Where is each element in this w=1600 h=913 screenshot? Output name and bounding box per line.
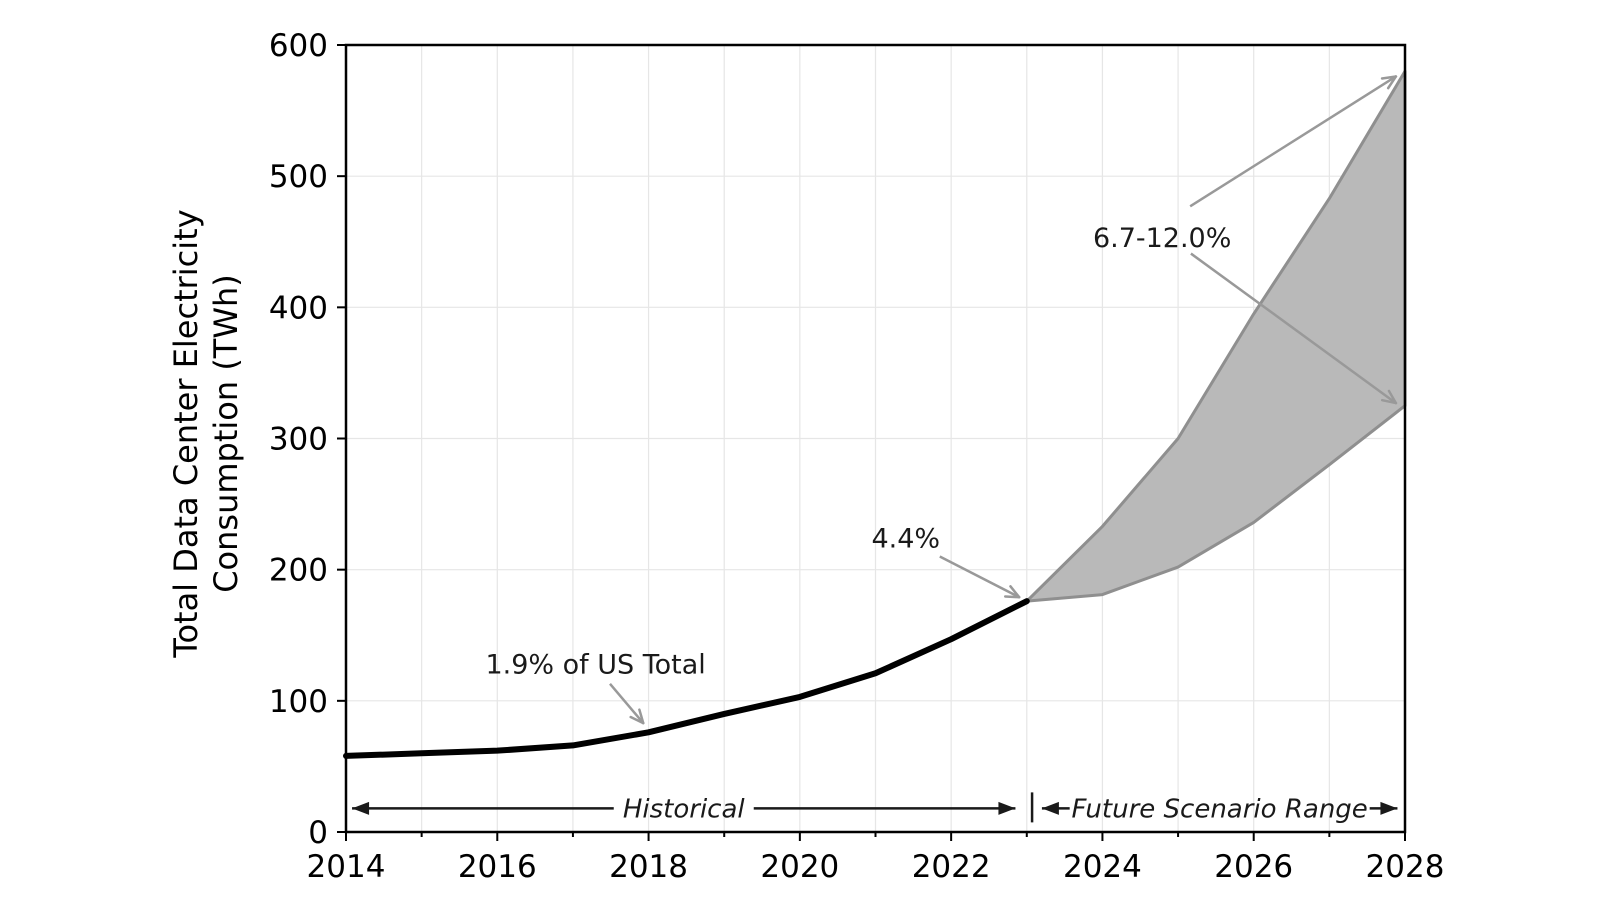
annotation-arrow-line — [939, 555, 1020, 599]
range-arrow-head — [1380, 801, 1398, 815]
annotation-pct-2018: 1.9% of US Total — [485, 649, 706, 725]
y-tick-label: 500 — [269, 159, 328, 195]
future-range-marker: Future Scenario Range — [1041, 794, 1398, 824]
x-tick-label: 2016 — [458, 849, 537, 885]
annotation-arrow-head — [629, 715, 645, 725]
annotation-arrow-head — [1003, 595, 1021, 599]
range-label: Historical — [623, 794, 746, 824]
x-tick-label: 2026 — [1214, 849, 1293, 885]
y-tick-label: 200 — [269, 553, 328, 589]
y-axis-labels: 0 100 200 300 400 500 600 — [269, 28, 328, 851]
y-axis-title-line: Total Data Center Electricity — [167, 209, 205, 658]
annotation-arrow-head — [1386, 75, 1398, 90]
annotation-arrow-line — [1189, 75, 1397, 208]
y-axis-ticks — [337, 44, 346, 833]
y-tick-label: 400 — [269, 290, 328, 326]
scenario-band — [1025, 69, 1407, 603]
x-tick-label: 2024 — [1063, 849, 1142, 885]
annotation-arrow-head — [638, 708, 645, 725]
x-tick-label: 2020 — [760, 849, 839, 885]
range-markers: Historical Future Scenario Range — [352, 792, 1398, 824]
historical-range-marker: Historical — [352, 794, 1016, 824]
x-tick-label: 2022 — [912, 849, 991, 885]
annotation-label: 1.9% of US Total — [485, 649, 705, 680]
range-arrow-head — [352, 801, 370, 815]
x-tick-label: 2018 — [609, 849, 688, 885]
annotation-arrow-head — [1380, 75, 1398, 80]
annotation-arrow-line — [609, 682, 645, 724]
y-tick-label: 300 — [269, 422, 328, 458]
y-axis-title: Total Data Center Electricity Consumption… — [167, 209, 245, 658]
range-arrow-head — [1041, 801, 1059, 815]
annotation-pct-2023: 4.4% — [871, 523, 1021, 599]
annotation-arrow-head — [1009, 585, 1021, 599]
x-axis-ticks — [345, 832, 1406, 841]
historical-line — [343, 598, 1030, 759]
y-tick-label: 100 — [269, 684, 328, 720]
annotation-arrow-head — [1380, 398, 1398, 405]
y-axis-title-line: Consumption (TWh) — [207, 274, 245, 593]
annotation-pct-2028: 6.7-12.0% — [1093, 75, 1398, 405]
annotation-arrow-line — [1190, 252, 1397, 405]
y-tick-label: 0 — [308, 815, 328, 851]
range-arrow-head — [998, 801, 1016, 815]
y-tick-label: 600 — [269, 28, 328, 64]
x-axis-labels: 2014 2016 2018 2020 2022 2024 2026 2028 — [307, 849, 1445, 885]
x-tick-label: 2014 — [307, 849, 386, 885]
annotation-arrow-head — [1387, 389, 1398, 405]
x-tick-label: 2028 — [1366, 849, 1445, 885]
annotation-label: 4.4% — [871, 523, 940, 554]
annotation-label: 6.7-12.0% — [1093, 223, 1231, 254]
range-label: Future Scenario Range — [1072, 794, 1368, 824]
